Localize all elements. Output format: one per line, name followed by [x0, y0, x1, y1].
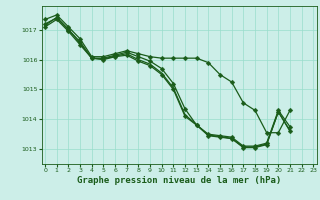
- X-axis label: Graphe pression niveau de la mer (hPa): Graphe pression niveau de la mer (hPa): [77, 176, 281, 185]
